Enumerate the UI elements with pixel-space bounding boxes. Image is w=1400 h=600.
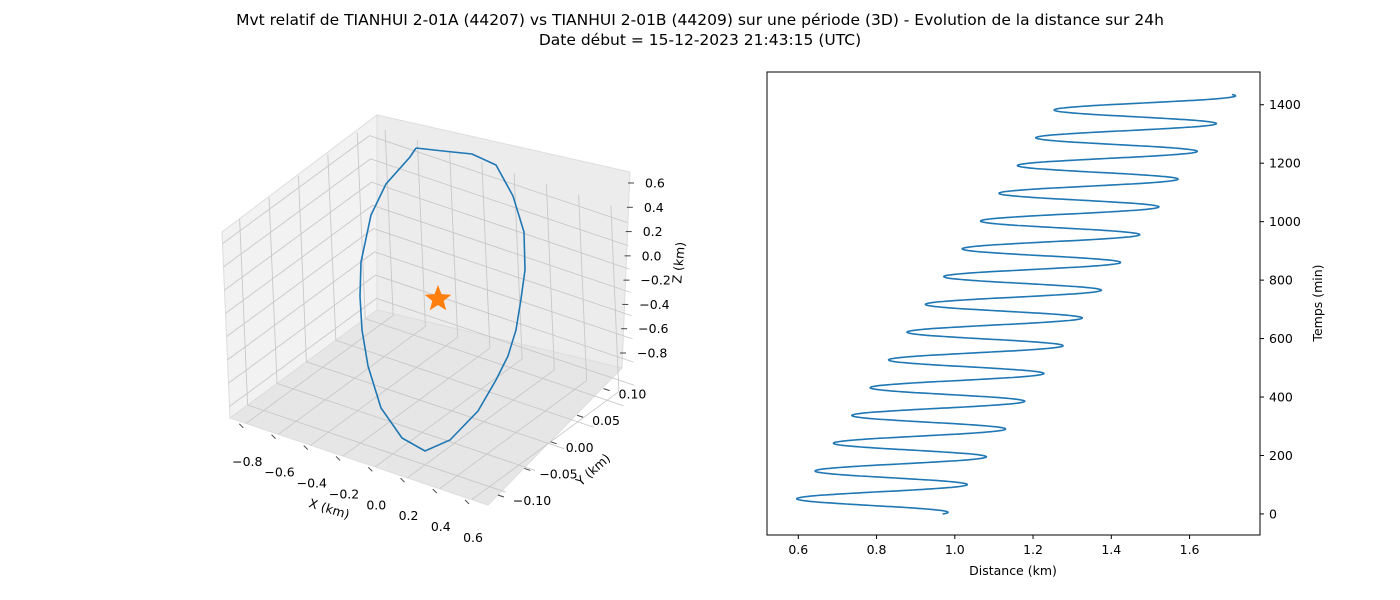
y-tick-label: 1400 <box>1269 97 1301 112</box>
star-marker <box>424 285 452 311</box>
x3d-tick <box>335 456 341 461</box>
y3d-tick-label: 0.05 <box>592 413 620 428</box>
x3d-tick <box>464 499 470 505</box>
z3d-tick-label: 0.0 <box>642 248 662 263</box>
x3d-tick <box>271 434 276 440</box>
grid-line-y <box>356 132 624 407</box>
y-tick-label: 600 <box>1269 331 1293 346</box>
grid-line-z <box>226 228 632 337</box>
grid-3d <box>222 129 635 500</box>
z3d-tick-label: −0.8 <box>637 346 667 361</box>
x3d-tick-label: 0.0 <box>366 497 386 512</box>
plot-frame <box>766 71 1261 536</box>
distance-curve <box>795 93 1237 515</box>
z3d-tick-label: 0.2 <box>643 224 663 239</box>
z3d-tick-label: −0.2 <box>640 273 670 288</box>
figure-title: Mvt relatif de TIANHUI 2-01A (44207) vs … <box>0 10 1400 50</box>
x3d-tick-label: −0.8 <box>232 454 262 469</box>
grid-line-y <box>297 175 565 450</box>
grid-line-z <box>223 158 629 268</box>
x-tick-label: 1.2 <box>1023 542 1043 557</box>
ticks-2d: 0.6 0.8 1.0 1.2 1.4 1.6 0 200 400 600 800 1000 1200 1… <box>788 97 1301 557</box>
grid-line-x <box>407 183 555 479</box>
grid-line-z <box>229 297 635 407</box>
x-tick-label: 1.0 <box>945 542 965 557</box>
y-tick-label: 1000 <box>1269 214 1301 229</box>
grid-line-x <box>471 205 620 500</box>
y-axis-label: Temps (min) <box>1310 264 1325 342</box>
grid-line-y <box>327 154 594 428</box>
x3d-tick <box>367 466 373 472</box>
x3d-tick-label: −0.2 <box>329 486 359 501</box>
grid-line-x <box>310 151 459 446</box>
title-line-2: Date début = 15-12-2023 21:43:15 (UTC) <box>538 31 862 49</box>
grid-line-x <box>374 172 523 468</box>
pane-floor <box>228 309 623 506</box>
x3d-tick <box>432 488 438 494</box>
y3d-tick <box>524 467 531 471</box>
x3d-tick-label: 0.6 <box>463 530 483 545</box>
x-tick-label: 1.6 <box>1180 542 1200 557</box>
y-tick-label: 0 <box>1269 506 1277 521</box>
x-tick-label: 1.4 <box>1101 542 1121 557</box>
y-tick-label: 800 <box>1269 273 1293 288</box>
y3d-axis-label: Y (km) <box>572 450 613 489</box>
x-tick-label: 0.6 <box>788 542 808 557</box>
y-tick-label: 1200 <box>1269 156 1301 171</box>
z3d-tick-label: −0.4 <box>639 297 669 312</box>
z3d-tick-label: 0.6 <box>645 176 665 191</box>
grid-line-x <box>342 162 491 457</box>
grid-line-z <box>228 274 634 384</box>
grid-line-x <box>439 194 588 490</box>
x3d-tick-label: −0.4 <box>297 476 327 491</box>
grid-line-y <box>268 197 536 471</box>
grid-line-z <box>224 181 630 291</box>
grid-line-z <box>222 135 628 244</box>
y3d-tick-label: 0.10 <box>619 387 647 402</box>
z3d-axis-label: Z (km) <box>669 241 688 284</box>
y3d-tick <box>603 388 610 392</box>
x3d-tick-label: 0.2 <box>399 508 419 523</box>
title-line-1: Mvt relatif de TIANHUI 2-01A (44207) vs … <box>236 11 1164 29</box>
x3d-tick <box>400 477 405 483</box>
y3d-tick <box>550 441 557 445</box>
x3d-tick-label: −0.6 <box>264 465 294 480</box>
grid-line-y <box>239 219 506 493</box>
z3d-tick-label: −0.6 <box>638 321 668 336</box>
x3d-tick <box>238 423 244 429</box>
y-tick-label: 200 <box>1269 448 1293 463</box>
x3d-axis-label: X (km) <box>307 495 351 522</box>
grid-line-z <box>225 204 631 314</box>
x-axis-label: Distance (km) <box>969 563 1057 578</box>
y3d-tick-label: 0.00 <box>566 440 594 455</box>
grid-line-z <box>227 251 633 361</box>
axes-3d: −0.8−0.6−0.4−0.20.00.20.40.6−0.10−0.050.… <box>232 176 671 545</box>
trajectory-line <box>359 147 526 452</box>
z3d-tick-label: 0.4 <box>644 200 664 215</box>
y3d-tick-label: −0.10 <box>513 493 551 508</box>
grid-line-x <box>245 129 394 424</box>
grid-line-x <box>278 140 426 435</box>
x-tick-label: 0.8 <box>867 542 887 557</box>
y-tick-label: 400 <box>1269 390 1293 405</box>
y3d-tick-label: −0.05 <box>539 466 577 481</box>
x3d-tick <box>303 445 309 450</box>
y3d-tick <box>497 494 505 498</box>
y3d-tick <box>576 414 584 418</box>
x3d-tick-label: 0.4 <box>431 519 451 534</box>
